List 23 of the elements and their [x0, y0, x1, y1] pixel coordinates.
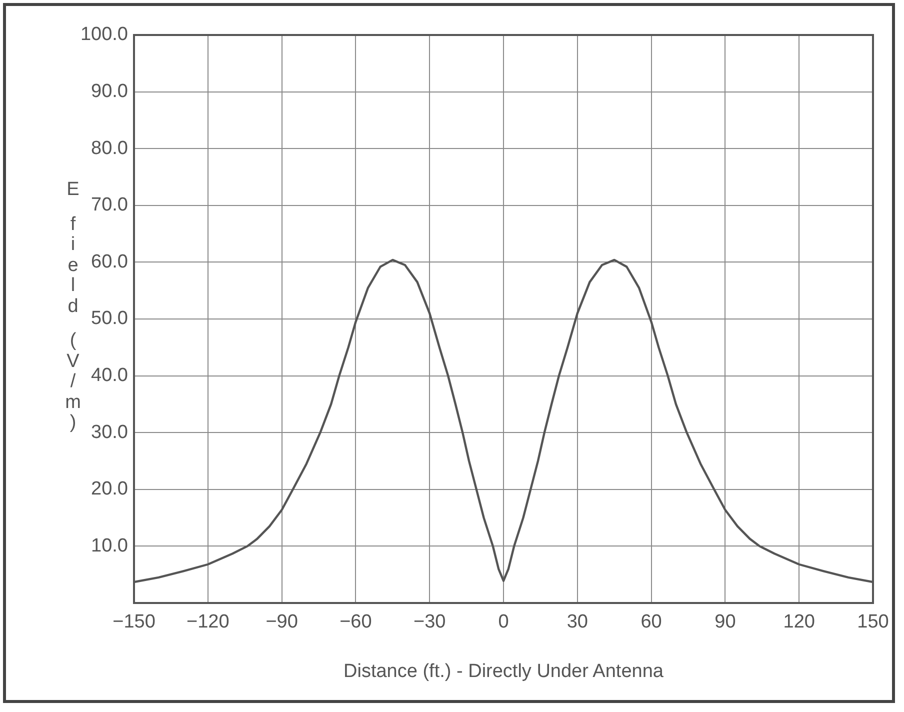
y-tick-label: 60.0: [91, 251, 128, 272]
x-tick-label: 30: [566, 612, 588, 633]
y-tick-label: 90.0: [91, 81, 128, 102]
x-tick-label: 0: [498, 612, 509, 633]
y-tick-label: 70.0: [91, 194, 128, 216]
x-tick-label: −120: [186, 612, 230, 633]
y-tick-label: 50.0: [91, 308, 128, 330]
y-tick-label: 100.0: [80, 24, 128, 46]
y-tick-label: 20.0: [91, 478, 128, 500]
y-tick-label: 30.0: [91, 422, 128, 443]
text: E field (V/m): [65, 179, 81, 433]
y-tick-label: 80.0: [91, 138, 128, 159]
y-tick-label: 40.0: [91, 365, 128, 386]
x-tick-label: −60: [340, 612, 372, 633]
y-tick-label: 10.0: [91, 535, 128, 556]
x-tick-label: −30: [413, 612, 446, 633]
x-tick-label: −90: [266, 612, 298, 633]
x-tick-label: 90: [714, 612, 736, 633]
x-tick-label: 120: [783, 612, 815, 633]
x-tick-label: 60: [640, 612, 662, 633]
x-tick-label: −150: [112, 612, 156, 633]
x-axis-title: Distance (ft.) - Directly Under Antenna: [344, 660, 664, 682]
x-tick-label: 150: [857, 612, 889, 633]
